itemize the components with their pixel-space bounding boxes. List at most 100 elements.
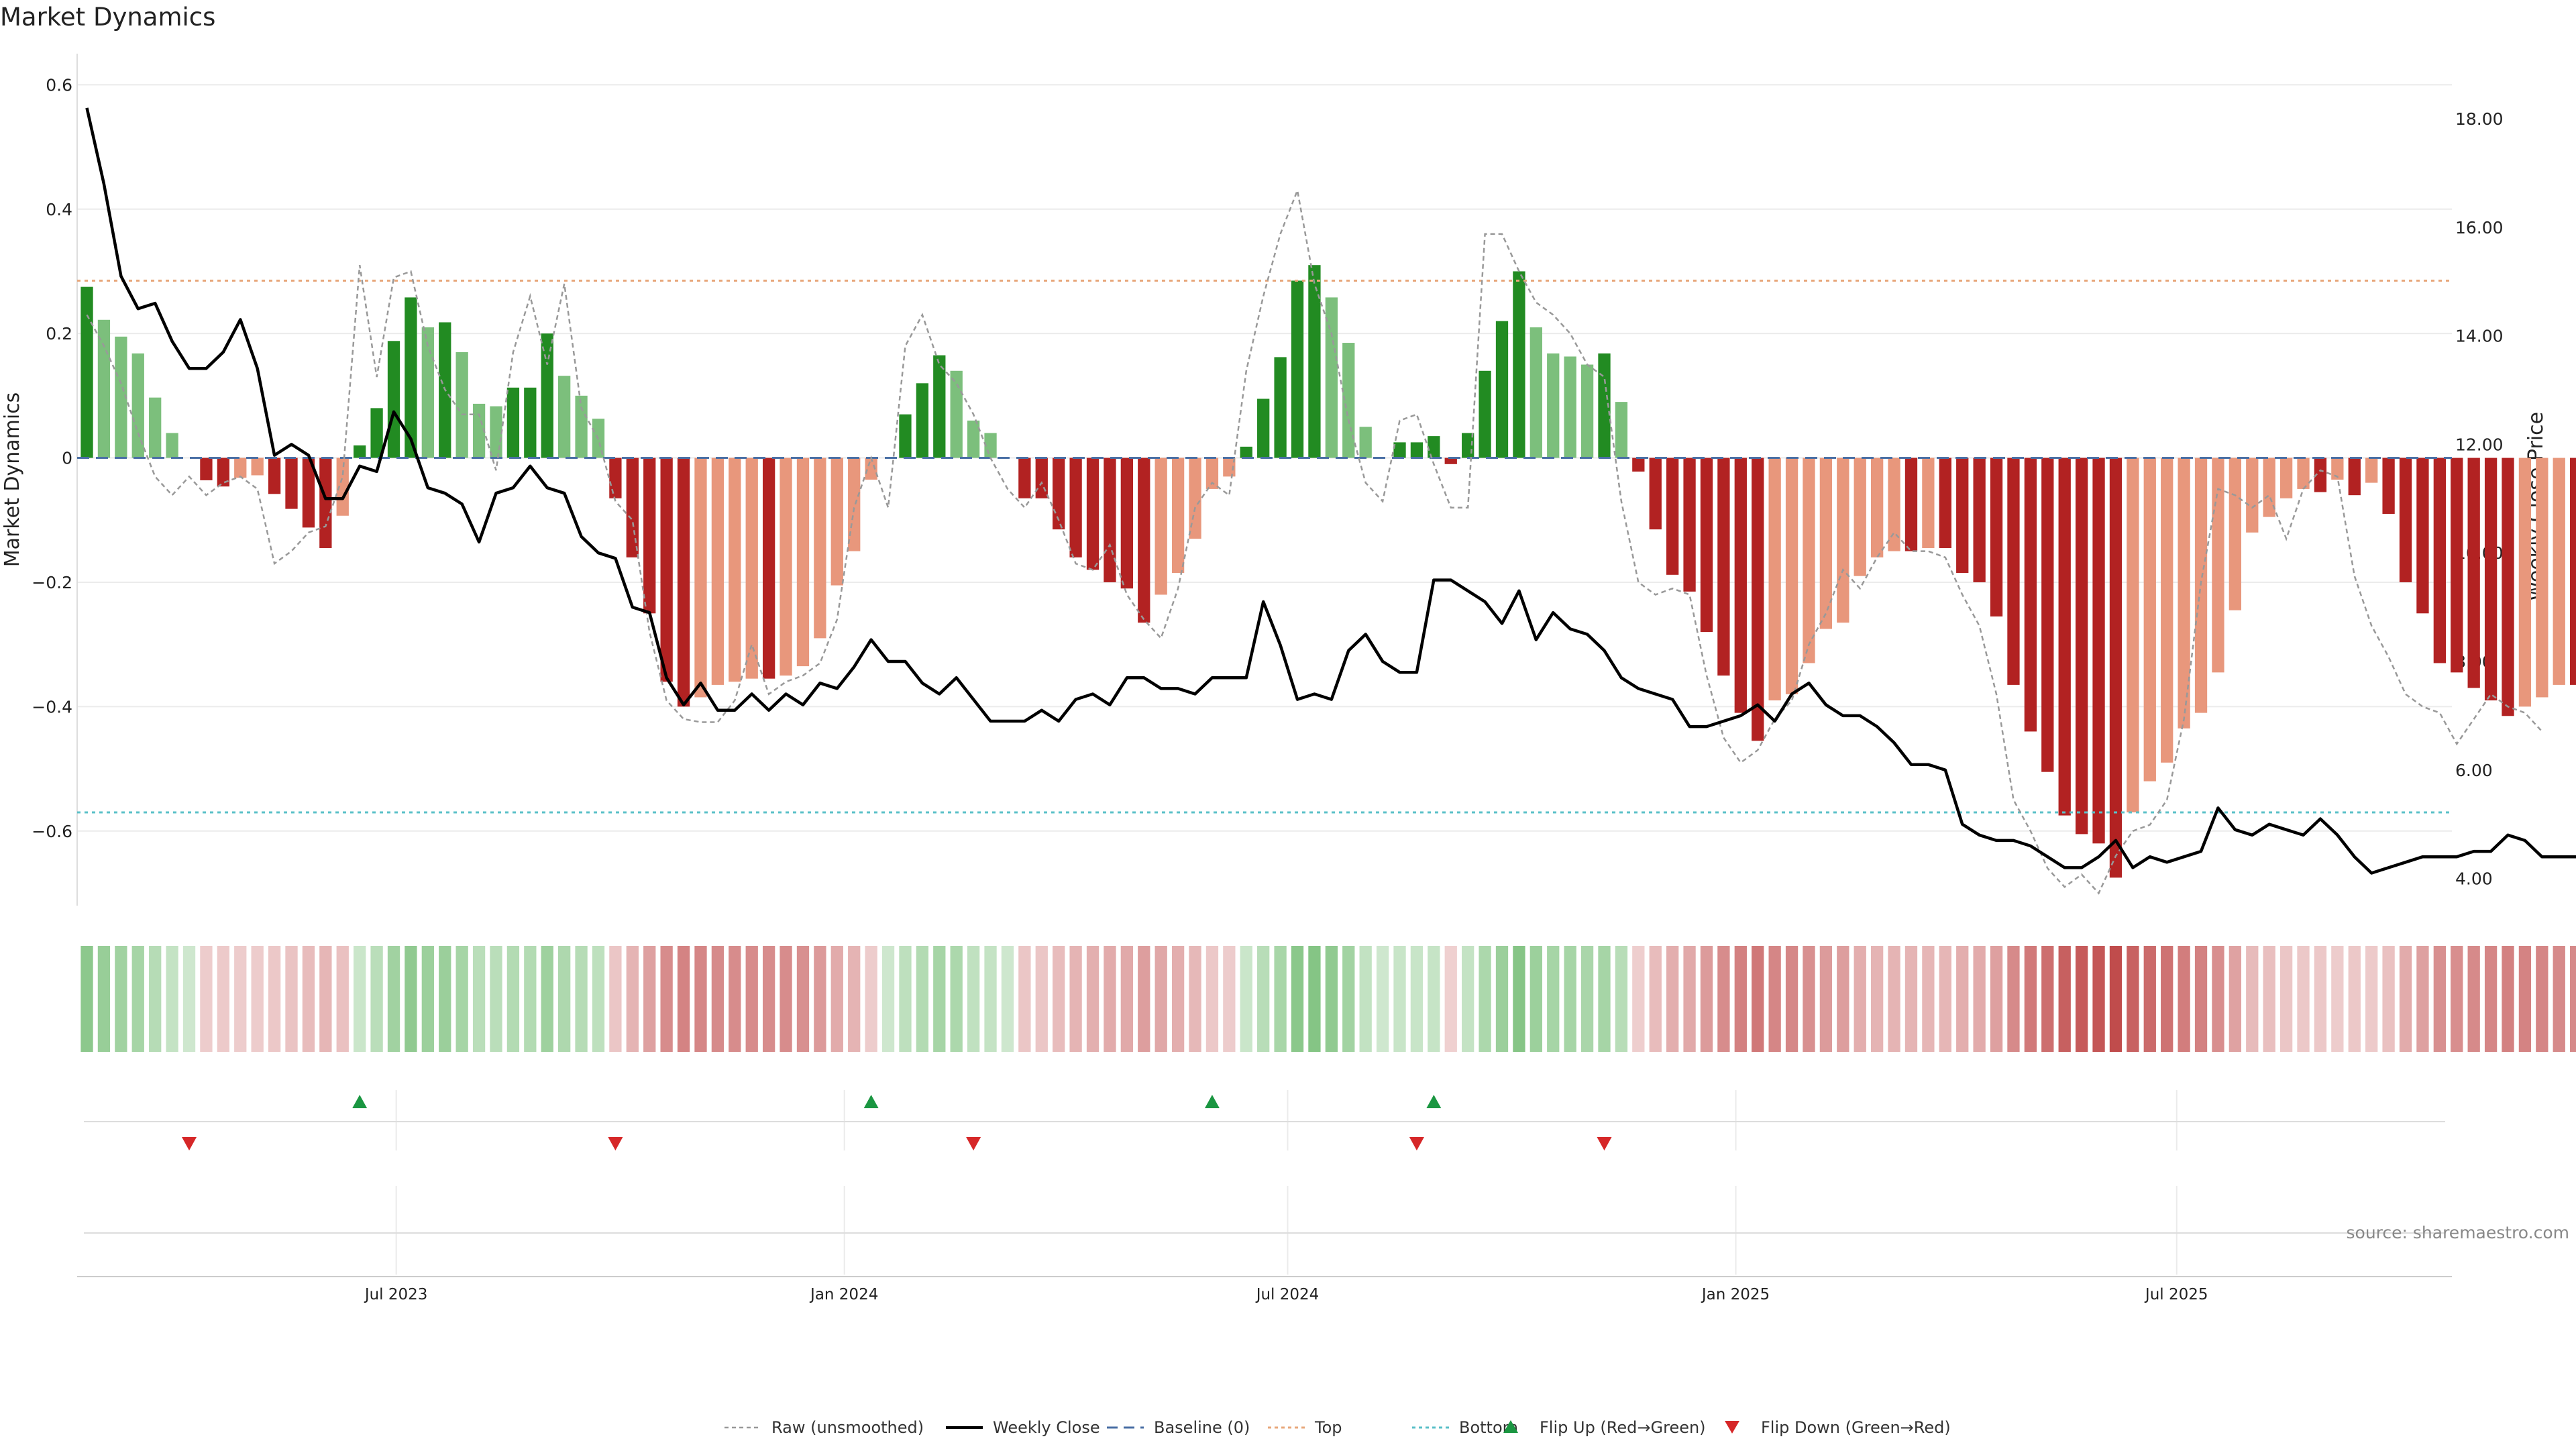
regime-cell (2416, 946, 2429, 1052)
regime-cell (1990, 946, 2003, 1052)
regime-cell (916, 946, 929, 1052)
md-bar (2348, 458, 2361, 496)
regime-cell (1837, 946, 1849, 1052)
md-bar (2399, 458, 2412, 582)
regime-cell (2092, 946, 2105, 1052)
regime-cell (780, 946, 792, 1052)
regime-cell (1547, 946, 1560, 1052)
md-bar (694, 458, 707, 698)
md-bar (558, 376, 571, 458)
regime-cell (97, 946, 111, 1052)
x-axis: Jul 2023 Jan 2024 Jul 2024 Jan 2025 Jul 2025 (77, 1276, 2452, 1303)
md-bar (2433, 458, 2446, 663)
regime-cell (1138, 946, 1150, 1052)
regime-cell (1513, 946, 1525, 1052)
md-bar (916, 383, 929, 458)
md-bar (2058, 458, 2071, 816)
regime-cell (2399, 946, 2412, 1052)
regime-cell (1308, 946, 1321, 1052)
left-tick-label: 0 (62, 449, 72, 468)
regime-cell (1803, 946, 1815, 1052)
md-bar (115, 336, 127, 458)
flip-down-marker (1597, 1137, 1612, 1150)
raw-line (86, 187, 2543, 895)
legend-item: Bottom (1412, 1418, 1518, 1437)
md-bar (541, 333, 553, 458)
right-tick-label: 14.00 (2455, 327, 2504, 346)
regime-cell (575, 946, 588, 1052)
regime-cell (131, 946, 144, 1052)
md-bar (2570, 458, 2576, 685)
md-bar (2229, 458, 2242, 610)
regime-cell (234, 946, 247, 1052)
left-tick-label: 0.6 (46, 75, 72, 95)
regime-cell (1342, 946, 1355, 1052)
md-bar (643, 458, 656, 614)
regime-cell (2246, 946, 2259, 1052)
regime-cell (1717, 946, 1730, 1052)
legend-item: Flip Up (Red→Green) (1503, 1418, 1706, 1437)
regime-cell (2553, 946, 2565, 1052)
md-bar (2092, 458, 2105, 844)
regime-cell (2041, 946, 2054, 1052)
regime-cell (421, 946, 434, 1052)
md-bar (1035, 458, 1048, 498)
weekly-close-line (85, 107, 2576, 875)
regime-cell (251, 946, 264, 1052)
md-bar (2075, 458, 2088, 835)
md-bar (1819, 458, 1833, 629)
regime-cell (182, 946, 196, 1052)
md-bar (711, 458, 724, 685)
regime-cell (1854, 946, 1866, 1052)
md-bar (1495, 321, 1509, 458)
md-bar (1922, 458, 1935, 548)
regime-cell (1564, 946, 1576, 1052)
md-bar (1325, 297, 1338, 458)
regime-cell (558, 946, 571, 1052)
regime-cell (2451, 946, 2463, 1052)
md-bar (405, 297, 417, 458)
regime-cell (1479, 946, 1491, 1052)
regime-cell (1393, 946, 1406, 1052)
md-bar (354, 445, 366, 458)
md-bar (2041, 458, 2054, 772)
left-axis-label: Market Dynamics (1, 392, 24, 568)
legend-item: Baseline (0) (1107, 1418, 1250, 1437)
regime-cell (2229, 946, 2242, 1052)
md-bar (1785, 458, 1799, 694)
md-bar (1700, 458, 1713, 633)
md-bar (1205, 458, 1219, 489)
regime-cell (677, 946, 690, 1052)
regime-cell (1410, 946, 1424, 1052)
main-plot: 0.6 0.4 0.2 0 −0.2 −0.4 −0.6 18.00 16.00 14.00 12.… (1, 54, 2576, 906)
regime-cell (2484, 946, 2498, 1052)
regime-cell (796, 946, 810, 1052)
regime-cell (2212, 946, 2224, 1052)
flip-down-marker (966, 1137, 981, 1150)
md-bar (1683, 458, 1696, 592)
regime-cell (2024, 946, 2037, 1052)
md-bar (1803, 458, 1815, 663)
regime-cell (2279, 946, 2293, 1052)
x-tick-label: Jan 2025 (1701, 1286, 1770, 1303)
legend-item: Flip Down (Green→Red) (1725, 1418, 1951, 1437)
md-bar (814, 458, 826, 639)
regime-cell (1683, 946, 1696, 1052)
flip-down-marker (1409, 1137, 1424, 1150)
md-bar (1632, 458, 1645, 472)
regime-cell (115, 946, 127, 1052)
md-bar (796, 458, 810, 667)
flip-markers-panel (84, 1090, 2445, 1275)
md-bar (131, 353, 144, 458)
regime-cell (1768, 946, 1781, 1052)
regime-cell (1939, 946, 1951, 1052)
md-bar (2161, 458, 2174, 763)
md-bar (1529, 327, 1542, 458)
regime-cell (490, 946, 502, 1052)
regime-cell (2331, 946, 2344, 1052)
regime-cell (592, 946, 605, 1052)
left-tick-label: −0.2 (32, 573, 72, 592)
regime-cell (2314, 946, 2327, 1052)
md-bar (251, 458, 264, 476)
md-bar (1428, 436, 1440, 458)
